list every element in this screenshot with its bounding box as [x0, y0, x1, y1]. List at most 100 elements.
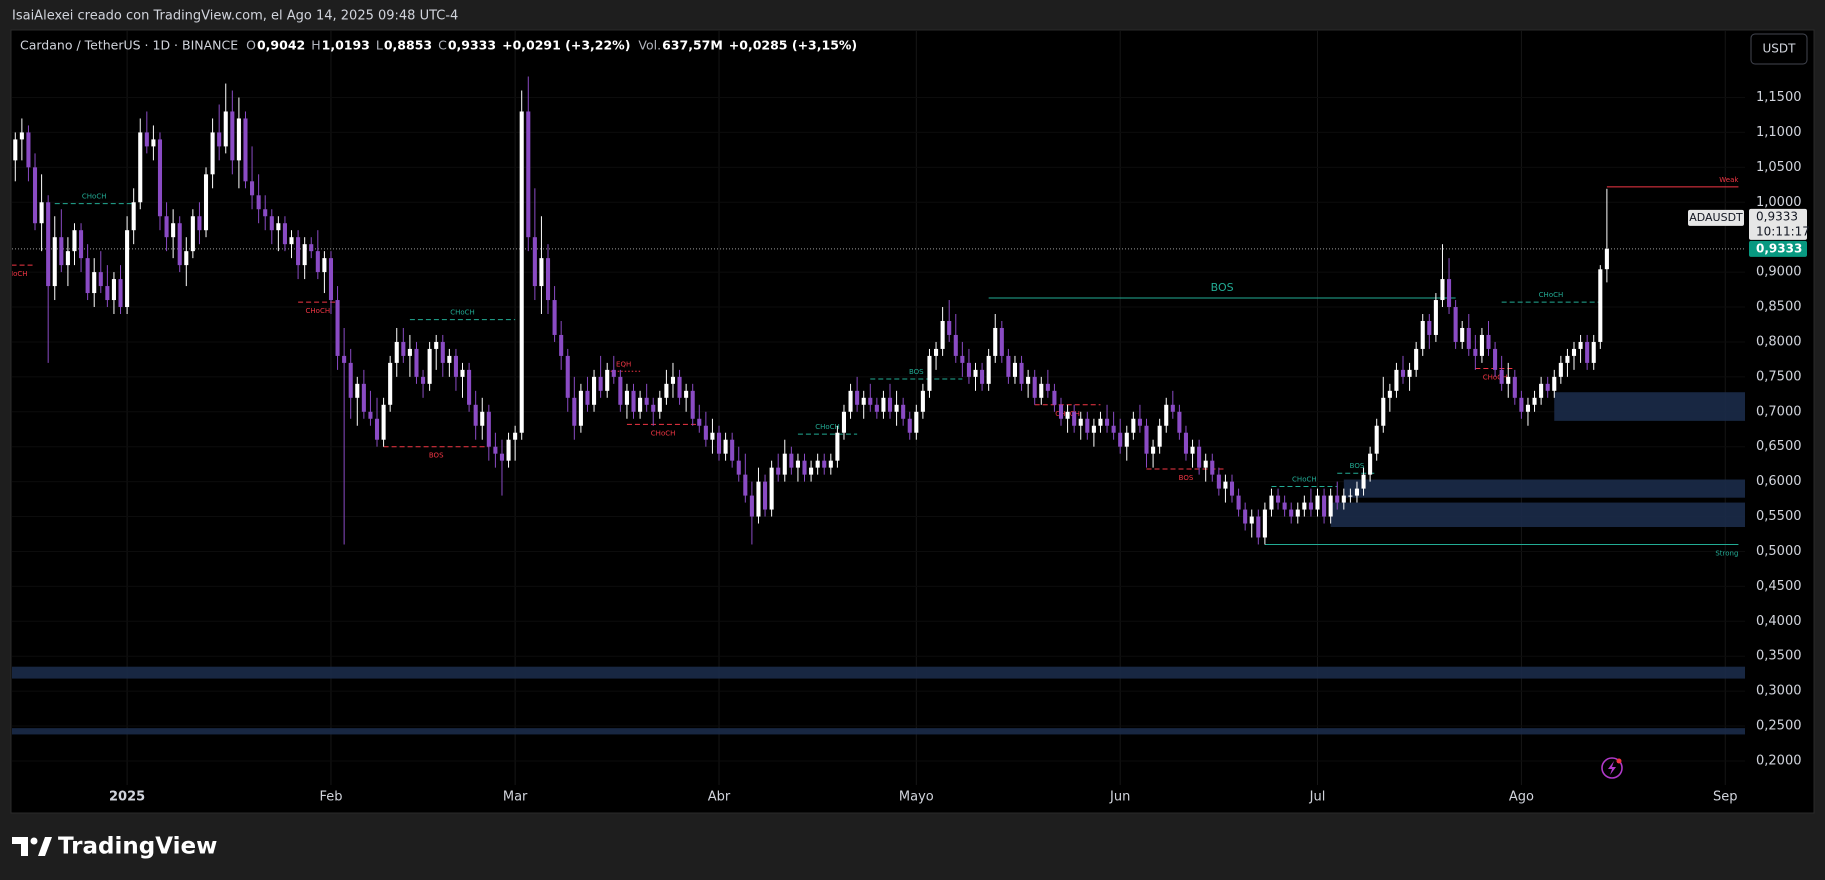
candle-body [578, 390, 583, 426]
candle-body [841, 411, 847, 433]
candle-body [1085, 418, 1090, 433]
alert-icon[interactable] [1601, 757, 1623, 779]
candle-body [250, 181, 255, 196]
candle-body [1295, 509, 1300, 517]
candle-body [598, 376, 603, 391]
logo-slash [38, 837, 52, 856]
candle-body [144, 132, 149, 147]
candle-body [269, 216, 274, 231]
candle-body [802, 460, 807, 475]
level-label: CHoCH [1483, 373, 1508, 381]
candle-body [1486, 334, 1491, 349]
candle-body [1190, 446, 1195, 454]
candle-body [1052, 390, 1057, 405]
candle-body [1519, 397, 1524, 412]
y-tick-label: 1,1000 [1756, 125, 1802, 140]
candle-body [1098, 418, 1103, 426]
candle-body [664, 383, 669, 398]
candle-body [1387, 390, 1392, 398]
candle-body [960, 355, 965, 363]
candle-body [184, 251, 189, 266]
candle-body [39, 202, 44, 224]
brand-name: TradingView [58, 834, 217, 860]
candle-body [315, 251, 320, 273]
candle-body [1394, 369, 1399, 391]
candle-body [1525, 404, 1531, 412]
alert-bolt[interactable] [1608, 761, 1616, 775]
candle-body [217, 132, 222, 147]
candle-body [164, 216, 169, 238]
level-label: CHoCH [651, 429, 676, 437]
candle-body [1374, 425, 1379, 454]
x-tick-label: Jul [1309, 790, 1326, 805]
candle-body [1539, 383, 1544, 398]
candle-body [736, 460, 741, 475]
candle-body [1164, 404, 1169, 426]
candle-body [848, 390, 853, 412]
candle-body [151, 139, 156, 147]
candle-body [1111, 425, 1116, 433]
candle-body [171, 223, 176, 238]
candle-body [335, 300, 340, 356]
candle-body [1170, 404, 1175, 412]
candle-body [723, 439, 728, 454]
candle-body [368, 411, 373, 419]
candle-body [1420, 320, 1425, 349]
candle-body [749, 495, 754, 517]
candle-body [822, 460, 827, 468]
x-tick-label: 2025 [109, 790, 145, 805]
y-tick-label: 1,0500 [1756, 160, 1802, 175]
y-tick-label: 0,3000 [1756, 684, 1802, 699]
level-label: CHoCH [815, 423, 840, 431]
candle-body [789, 453, 794, 468]
candle-body [887, 397, 893, 412]
price-info-label: 0,9333 [1756, 209, 1798, 223]
candle-body [769, 467, 774, 510]
y-tick-label: 1,1500 [1756, 90, 1802, 105]
candle-body [782, 453, 787, 475]
candle-body [1065, 411, 1070, 419]
level-label: Weak [1719, 176, 1739, 184]
candle-body [1578, 341, 1583, 349]
candle-body [815, 460, 820, 468]
candle-body [1308, 502, 1313, 510]
candle-body [1440, 279, 1445, 301]
symbol-title: Cardano / TetherUS · 1D · BINANCE [20, 38, 238, 53]
candle-body [447, 355, 452, 363]
candle-body [1078, 418, 1083, 426]
candle-body [1243, 509, 1248, 524]
currency-label[interactable]: USDT [1763, 42, 1797, 56]
candle-body [1414, 348, 1419, 370]
candle-body [118, 279, 123, 308]
candle-body [223, 111, 228, 147]
candle-body [1236, 495, 1241, 510]
candle-body [631, 390, 636, 412]
zone [12, 666, 1745, 679]
candle-body [552, 300, 557, 335]
author-line: IsaiAlexei creado con TradingView.com, e… [12, 9, 458, 24]
candle-body [1229, 481, 1235, 496]
y-tick-label: 1,0000 [1756, 195, 1802, 210]
candle-body [289, 237, 294, 245]
candle-body [809, 467, 814, 475]
currency-button[interactable] [1750, 33, 1808, 65]
candle-body [342, 355, 347, 363]
candle-body [348, 362, 353, 398]
candle-body [1183, 432, 1189, 454]
level-label: Strong [1715, 549, 1738, 557]
candle-body [243, 118, 248, 182]
y-tick-label: 0,7000 [1756, 404, 1802, 419]
candle-body [414, 348, 419, 377]
candle-body [473, 404, 478, 426]
alert-dot[interactable] [1616, 758, 1622, 764]
candle-body [1545, 383, 1550, 391]
y-tick-label: 0,9000 [1756, 265, 1802, 280]
level-label: CHoCH [450, 309, 475, 317]
candle-body [1361, 474, 1366, 489]
candle-body [263, 209, 268, 217]
candle-body [934, 348, 939, 356]
zone [1554, 392, 1745, 421]
candle-body [1453, 307, 1458, 342]
alert-ring[interactable] [1601, 757, 1623, 779]
